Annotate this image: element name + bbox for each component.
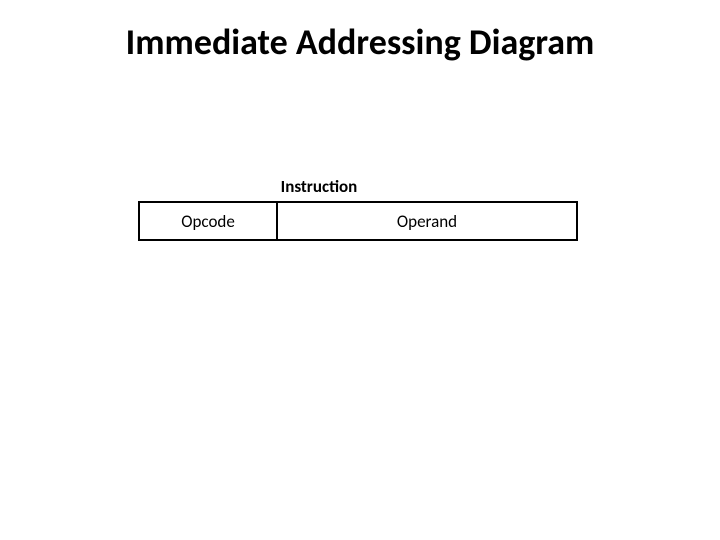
instruction-box: Opcode Operand <box>138 201 578 241</box>
instruction-label: Instruction <box>264 176 374 197</box>
slide: Immediate Addressing Diagram Instruction… <box>0 0 720 540</box>
page-title: Immediate Addressing Diagram <box>0 20 720 64</box>
opcode-cell: Opcode <box>138 201 278 241</box>
operand-cell: Operand <box>278 201 578 241</box>
